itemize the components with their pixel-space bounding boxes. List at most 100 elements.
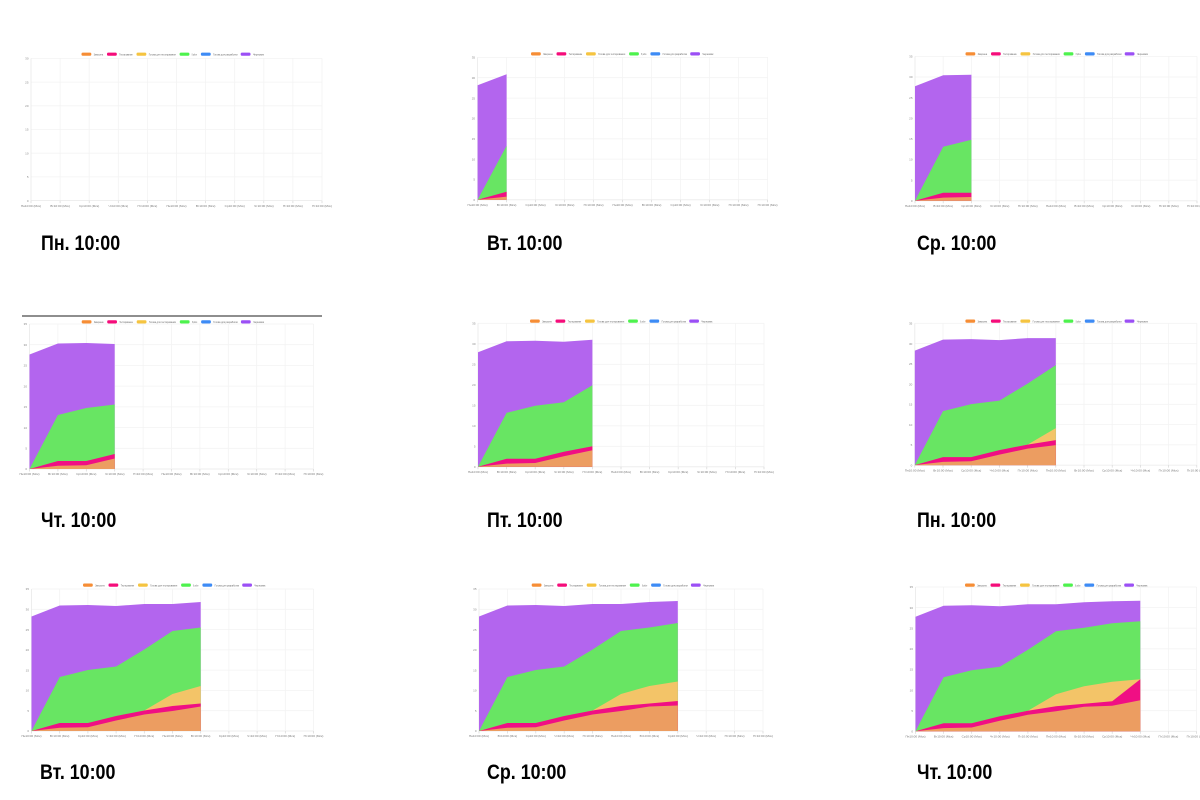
svg-text:Вт10:00 (Мск): Вт10:00 (Мск) <box>497 470 517 474</box>
svg-text:В работе: В работе <box>641 52 646 56</box>
svg-text:Готова для разработки: Готова для разработки <box>1097 319 1122 323</box>
svg-text:Готова для тестирования: Готова для тестирования <box>150 583 177 587</box>
svg-text:15: 15 <box>472 404 476 408</box>
svg-text:Готова для разработки: Готова для разработки <box>1097 52 1122 56</box>
svg-text:Ср10:00 (Мск): Ср10:00 (Мск) <box>962 735 982 739</box>
svg-text:0: 0 <box>911 730 913 734</box>
svg-text:В работе: В работе <box>192 52 197 56</box>
svg-text:Пт10:00 (Мск): Пт10:00 (Мск) <box>1159 204 1179 208</box>
svg-text:Пн10:00 (Мск): Пн10:00 (Мск) <box>468 203 488 207</box>
svg-text:30: 30 <box>26 608 30 612</box>
svg-text:20: 20 <box>473 648 477 652</box>
svg-text:Чт10:00 (Мск): Чт10:00 (Мск) <box>696 734 716 738</box>
svg-text:Ср10:00 (Мск): Ср10:00 (Мск) <box>1102 204 1122 208</box>
svg-text:Ср10:00 (Мск): Ср10:00 (Мск) <box>76 472 96 476</box>
svg-text:Пт10:00 (Мск): Пт10:00 (Мск) <box>754 470 774 474</box>
svg-text:Пн10:00 (Мск): Пн10:00 (Мск) <box>611 734 631 738</box>
svg-text:Тестирование: Тестирование <box>1003 52 1017 56</box>
svg-text:25: 25 <box>25 80 29 84</box>
svg-text:Чт10:00 (Мск): Чт10:00 (Мск) <box>247 472 267 476</box>
svg-text:Готова для тестирования: Готова для тестирования <box>599 583 626 587</box>
svg-text:15: 15 <box>473 668 477 672</box>
svg-text:Пт10:00 (Мск): Пт10:00 (Мск) <box>1187 468 1200 472</box>
svg-text:0: 0 <box>27 199 29 203</box>
svg-text:Черновик: Черновик <box>701 319 713 323</box>
svg-text:30: 30 <box>472 342 476 346</box>
svg-text:Готова для разработки: Готова для разработки <box>1097 583 1122 587</box>
svg-text:5: 5 <box>475 709 477 713</box>
svg-text:15: 15 <box>26 668 30 672</box>
svg-text:В работе: В работе <box>1076 319 1081 323</box>
svg-text:20: 20 <box>24 384 28 388</box>
svg-text:В работе: В работе <box>640 319 645 323</box>
svg-text:Завершена: Завершена <box>94 320 104 324</box>
svg-text:Пт10:00 (Мск): Пт10:00 (Мск) <box>725 470 745 474</box>
svg-text:30: 30 <box>909 342 913 346</box>
svg-text:Готова для тестирования: Готова для тестирования <box>149 52 176 56</box>
svg-text:Ср10:00 (Мск): Ср10:00 (Мск) <box>668 734 688 738</box>
svg-text:В работе: В работе <box>642 583 647 587</box>
svg-text:Черновик: Черновик <box>1137 319 1149 323</box>
svg-text:25: 25 <box>909 96 913 100</box>
svg-text:Готова для разработки: Готова для разработки <box>213 52 238 56</box>
svg-text:Готова для разработки: Готова для разработки <box>663 583 688 587</box>
svg-text:Вт10:00 (Мск): Вт10:00 (Мск) <box>1074 735 1094 739</box>
svg-text:Вт10:00 (Мск): Вт10:00 (Мск) <box>1074 468 1094 472</box>
svg-text:Завершена: Завершена <box>542 319 552 323</box>
svg-text:Ср10:00 (Мск): Ср10:00 (Мск) <box>961 468 981 472</box>
svg-text:Ср10:00 (Мск): Ср10:00 (Мск) <box>79 204 99 208</box>
svg-text:10: 10 <box>473 689 477 693</box>
svg-text:Ср10:00 (Мск): Ср10:00 (Мск) <box>671 203 691 207</box>
svg-text:Вт10:00 (Мск): Вт10:00 (Мск) <box>190 472 210 476</box>
svg-text:Завершена: Завершена <box>977 583 987 587</box>
svg-text:5: 5 <box>911 709 913 713</box>
svg-text:Готова для тестирования: Готова для тестирования <box>1032 583 1059 587</box>
svg-text:15: 15 <box>909 137 913 141</box>
svg-text:Готова для тестирования: Готова для тестирования <box>1033 52 1060 56</box>
svg-text:Пт10:00 (Мск): Пт10:00 (Мск) <box>1018 468 1038 472</box>
svg-text:5: 5 <box>911 443 913 447</box>
svg-text:20: 20 <box>472 117 476 121</box>
svg-text:Тестирование: Тестирование <box>569 583 583 587</box>
svg-text:Пт10:00 (Мск): Пт10:00 (Мск) <box>583 734 603 738</box>
svg-text:Тестирование: Тестирование <box>568 319 582 323</box>
svg-text:10: 10 <box>909 158 913 162</box>
svg-text:Пн10:00 (Мск): Пн10:00 (Мск) <box>1046 204 1066 208</box>
svg-text:Вт10:00 (Мск): Вт10:00 (Мск) <box>497 203 517 207</box>
svg-text:Пт10:00 (Мск): Пт10:00 (Мск) <box>758 203 778 207</box>
svg-text:Готова для тестирования: Готова для тестирования <box>1033 319 1060 323</box>
svg-text:35: 35 <box>26 587 30 591</box>
svg-text:Пт10:00 (Мск): Пт10:00 (Мск) <box>283 204 303 208</box>
svg-text:Пн10:00 (Мск): Пн10:00 (Мск) <box>468 470 488 474</box>
svg-text:Пт10:00 (Мск): Пт10:00 (Мск) <box>275 734 295 738</box>
svg-text:Тестирование: Тестирование <box>1003 319 1017 323</box>
svg-text:Пт10:00 (Мск): Пт10:00 (Мск) <box>1018 204 1038 208</box>
svg-text:5: 5 <box>27 709 29 713</box>
svg-text:Вт10:00 (Мск): Вт10:00 (Мск) <box>498 734 518 738</box>
svg-text:Чт10:00 (Мск): Чт10:00 (Мск) <box>106 734 126 738</box>
svg-text:35: 35 <box>473 587 477 591</box>
svg-text:Чт10:00 (Мск): Чт10:00 (Мск) <box>554 734 574 738</box>
svg-text:20: 20 <box>909 382 913 386</box>
svg-text:Пт10:00 (Мск): Пт10:00 (Мск) <box>304 472 324 476</box>
svg-text:Завершена: Завершена <box>94 52 104 56</box>
svg-text:0: 0 <box>475 729 477 733</box>
svg-text:0: 0 <box>473 198 475 202</box>
svg-text:10: 10 <box>24 426 28 430</box>
svg-text:Вт10:00 (Мск): Вт10:00 (Мск) <box>191 734 211 738</box>
svg-text:Пт10:00 (Мск): Пт10:00 (Мск) <box>1159 468 1179 472</box>
svg-text:Чт10:00 (Мск): Чт10:00 (Мск) <box>554 470 574 474</box>
svg-text:Пт10:00 (Мск): Пт10:00 (Мск) <box>133 472 153 476</box>
svg-text:Ср10:00 (Мск): Ср10:00 (Мск) <box>961 204 981 208</box>
svg-text:Пт10:00 (Мск): Пт10:00 (Мск) <box>1158 735 1178 739</box>
svg-text:10: 10 <box>25 151 29 155</box>
svg-text:20: 20 <box>25 104 29 108</box>
svg-text:25: 25 <box>26 628 30 632</box>
svg-text:25: 25 <box>473 628 477 632</box>
svg-text:Черновик: Черновик <box>703 583 715 587</box>
svg-text:Тестирование: Тестирование <box>569 52 583 56</box>
svg-text:Черновик: Черновик <box>254 583 266 587</box>
svg-text:Черновик: Черновик <box>1136 583 1148 587</box>
svg-text:Готова для тестирования: Готова для тестирования <box>597 319 624 323</box>
svg-text:В работе: В работе <box>1075 583 1080 587</box>
